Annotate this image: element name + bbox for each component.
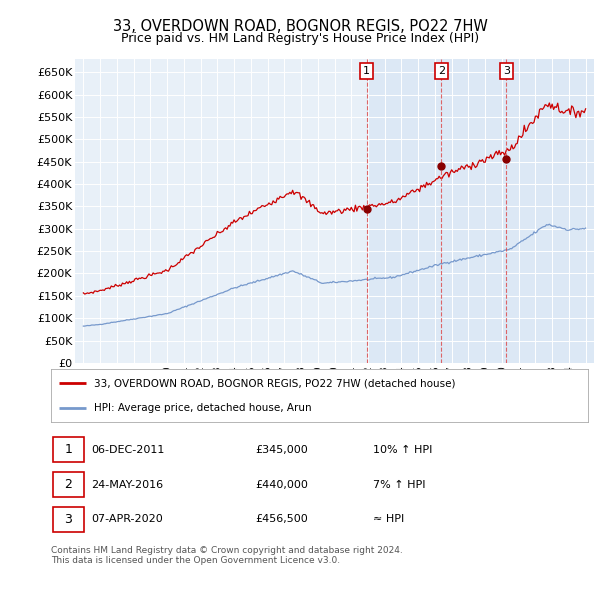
Text: 07-APR-2020: 07-APR-2020 xyxy=(91,514,163,525)
Text: 1: 1 xyxy=(64,443,72,456)
Text: £440,000: £440,000 xyxy=(255,480,308,490)
Text: 1: 1 xyxy=(363,66,370,76)
Text: 10% ↑ HPI: 10% ↑ HPI xyxy=(373,445,433,454)
Text: 33, OVERDOWN ROAD, BOGNOR REGIS, PO22 7HW: 33, OVERDOWN ROAD, BOGNOR REGIS, PO22 7H… xyxy=(113,19,487,34)
Text: 7% ↑ HPI: 7% ↑ HPI xyxy=(373,480,426,490)
FancyBboxPatch shape xyxy=(53,507,84,532)
Text: 33, OVERDOWN ROAD, BOGNOR REGIS, PO22 7HW (detached house): 33, OVERDOWN ROAD, BOGNOR REGIS, PO22 7H… xyxy=(94,378,455,388)
Text: £456,500: £456,500 xyxy=(255,514,308,525)
Text: 2: 2 xyxy=(64,478,72,491)
Text: 06-DEC-2011: 06-DEC-2011 xyxy=(91,445,164,454)
Text: ≈ HPI: ≈ HPI xyxy=(373,514,404,525)
Text: Contains HM Land Registry data © Crown copyright and database right 2024.
This d: Contains HM Land Registry data © Crown c… xyxy=(51,546,403,565)
Text: 3: 3 xyxy=(503,66,510,76)
Text: 24-MAY-2016: 24-MAY-2016 xyxy=(91,480,163,490)
FancyBboxPatch shape xyxy=(53,437,84,462)
Bar xyxy=(367,59,594,363)
Text: HPI: Average price, detached house, Arun: HPI: Average price, detached house, Arun xyxy=(94,402,311,412)
FancyBboxPatch shape xyxy=(53,472,84,497)
Text: Price paid vs. HM Land Registry's House Price Index (HPI): Price paid vs. HM Land Registry's House … xyxy=(121,32,479,45)
Text: 3: 3 xyxy=(64,513,72,526)
Text: 2: 2 xyxy=(438,66,445,76)
Text: £345,000: £345,000 xyxy=(255,445,308,454)
